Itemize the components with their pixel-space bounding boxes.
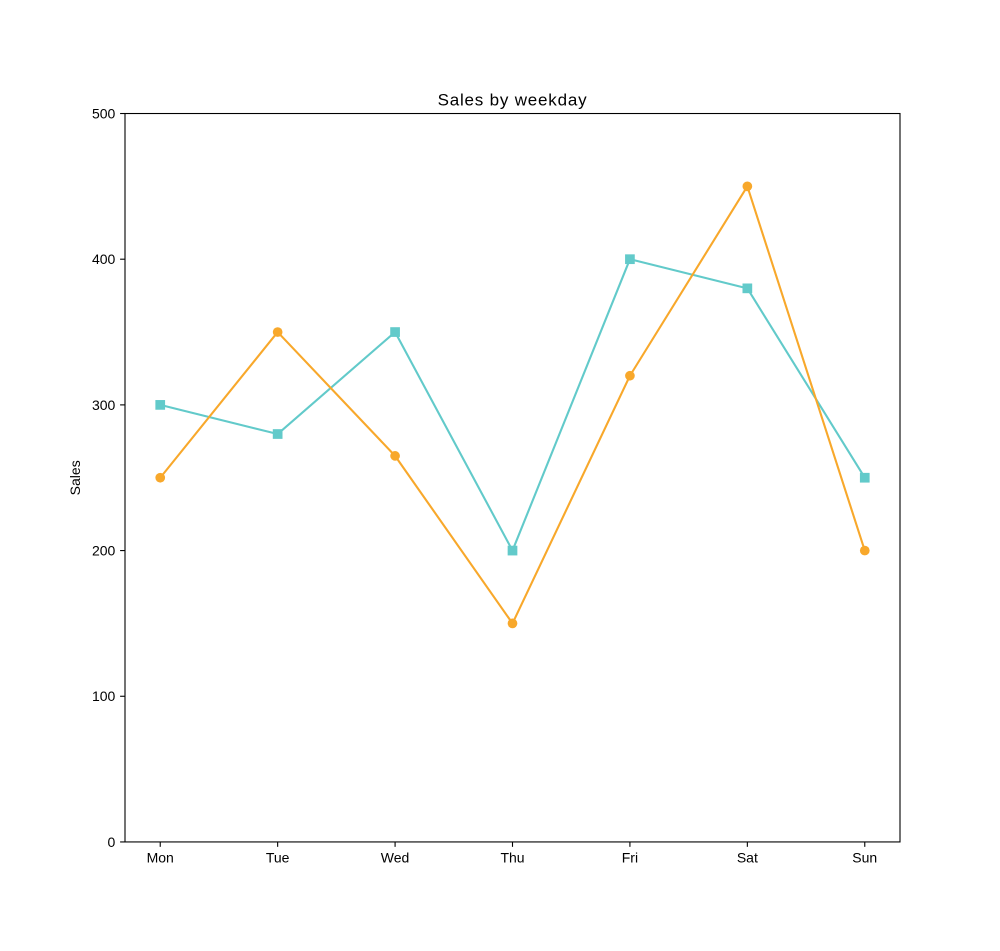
- svg-text:300: 300: [92, 397, 116, 413]
- svg-text:200: 200: [92, 543, 116, 559]
- svg-text:Fri: Fri: [622, 850, 638, 866]
- svg-text:100: 100: [92, 688, 116, 704]
- svg-text:Mon: Mon: [147, 850, 174, 866]
- svg-text:400: 400: [92, 251, 116, 267]
- svg-text:Thu: Thu: [500, 850, 524, 866]
- svg-text:Sales: Sales: [67, 460, 83, 495]
- svg-text:Tue: Tue: [266, 850, 290, 866]
- svg-text:Sales by weekday: Sales by weekday: [438, 90, 588, 109]
- svg-text:0: 0: [108, 834, 116, 850]
- svg-text:Sat: Sat: [737, 850, 758, 866]
- svg-text:Wed: Wed: [381, 850, 410, 866]
- svg-text:500: 500: [92, 106, 116, 122]
- svg-text:Sun: Sun: [852, 850, 877, 866]
